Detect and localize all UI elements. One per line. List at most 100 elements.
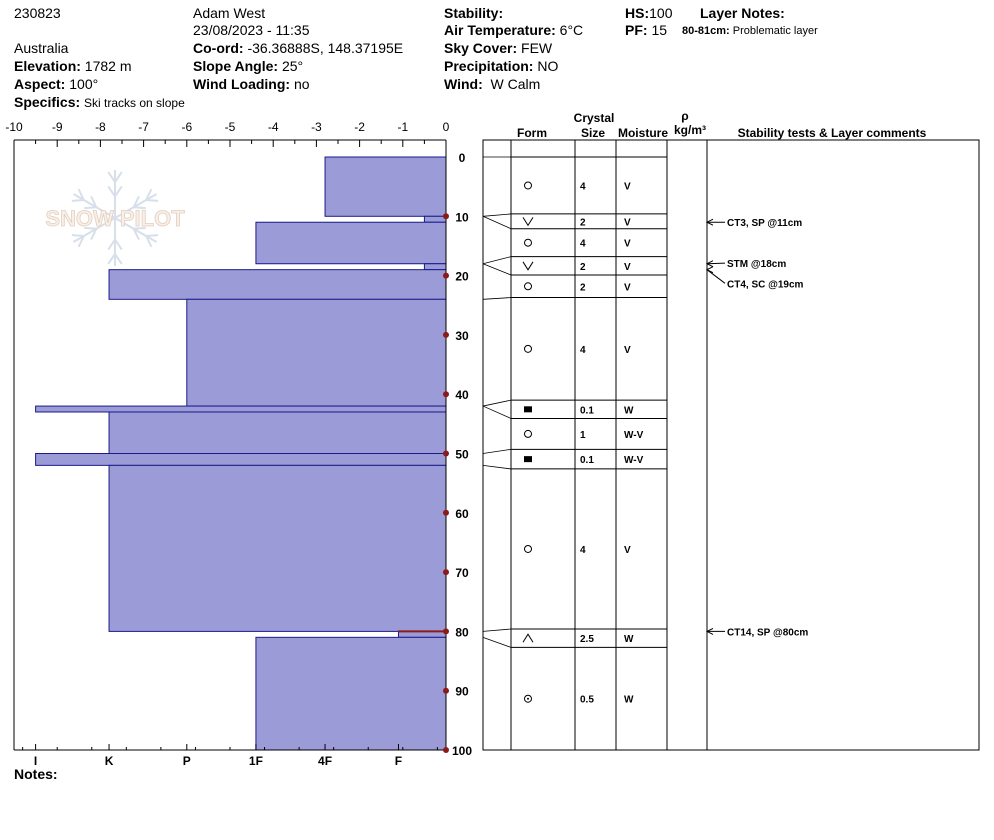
moisture-value: V [624,217,631,228]
snowflake-branch [77,235,85,248]
bottom-tick-label: 1F [249,754,263,768]
crystal-size: 1 [580,430,586,441]
depth-marker [443,687,449,694]
table-header-form: Form [517,126,547,140]
country: Australia [14,40,69,56]
specifics: Specifics: Ski tracks on slope [14,94,185,110]
form-symbol-rounded [524,282,532,291]
depth-tick-label: 10 [455,210,469,224]
layer-connector [482,464,512,470]
crystal-size: 4 [580,345,586,356]
table-header-comments: Stability tests & Layer comments [738,126,927,140]
notes-label: Notes: [14,766,58,782]
snowflake-arm [114,193,158,219]
layer-connector [482,399,512,407]
top-tick-label: -3 [311,120,322,134]
top-tick-label: -2 [354,120,365,134]
watermark-text: SNOW PILOT [45,206,185,231]
snowflake-branch [77,188,85,201]
hardness-bar [186,298,447,407]
top-tick-label: -5 [225,120,236,134]
depth-marker [443,450,449,457]
top-tick-label: -4 [268,120,279,134]
test-arrow-line [706,269,726,284]
snowflake-branch [133,206,146,210]
crystal-size: 2.5 [580,634,594,645]
form-symbol-surface-hoar [522,261,534,271]
form-symbol-ice [524,406,532,413]
snowflake-branch [114,239,123,251]
bottom-tick-label: 4F [318,754,332,768]
moisture-value: V [624,345,631,356]
depth-tick-label: 50 [455,448,469,462]
moisture-value: W [624,405,634,416]
snowflake-branch [84,226,97,230]
layer-connector [482,263,512,276]
hardness-bar [423,215,447,223]
moisture-value: W [624,695,634,706]
depth-tick-label: 30 [455,329,469,343]
depth-tick-label: 60 [455,507,469,521]
snowflake-branch [145,188,153,201]
form-symbol-depth-hoar [522,633,534,643]
aspect: Aspect: 100° [14,76,99,92]
form-symbol-dot [527,697,529,700]
precipitation: Precipitation: NO [444,58,559,74]
crystal-size: 4 [580,239,586,250]
hardness-bar [423,263,447,271]
crystal-size: 0.5 [580,695,594,706]
moisture-value: W [624,634,634,645]
hardness-bar [324,156,447,217]
layer-connector [482,297,512,300]
crystal-size: 0.1 [580,455,594,466]
snowflake-branch [84,206,97,210]
depth-tick-label: 90 [455,685,469,699]
snowflake-branch [107,171,116,183]
snowflake-branch [114,185,123,197]
top-tick-label: -1 [397,120,408,134]
top-tick-label: -7 [138,120,149,134]
crystal-size: 4 [580,545,586,556]
top-tick-label: -6 [181,120,192,134]
observation-datetime: 23/08/2023 - 11:35 [193,22,310,38]
pit-id: 230823 [14,5,61,21]
slope-angle: Slope Angle: 25° [193,58,304,74]
moisture-value: V [624,545,631,556]
layer-connector [482,636,512,648]
snowflake-branch [90,195,98,208]
form-symbol-surface-hoar [522,217,534,227]
depth-tick-label: 70 [455,566,469,580]
depth-marker [443,569,449,576]
moisture-value: V [624,239,631,250]
table-header-density_unit: kg/m³ [674,123,706,137]
depth-marker [443,747,449,753]
snowflake-icon [71,170,159,266]
crystal-size: 0.1 [580,405,594,416]
depth-tick-label: 100 [452,744,472,758]
layer-connector [482,256,512,265]
elevation: Elevation: 1782 m [14,58,132,74]
moisture-value: V [624,181,631,192]
form-symbol-rounded [524,238,532,247]
snowflake-branch [132,228,140,241]
snowflake-arm [72,217,116,243]
depth-tick-label: 40 [455,388,469,402]
test-arrow-head [705,260,714,268]
depth-marker [443,272,449,279]
table-header-moisture: Moisture [618,126,668,140]
test-arrow-line [706,262,726,265]
hardness-bar [108,464,447,632]
top-tick-label: -10 [5,120,23,134]
hardness-bar [35,453,447,466]
form-symbol-rounded [524,344,532,353]
stability-test-label: CT4, SC @19cm [727,279,804,290]
crystal-size: 4 [580,181,586,192]
hardness-bar [108,269,447,300]
hardness-bar [255,636,447,751]
snowflake-branch [146,199,159,202]
sky-cover: Sky Cover: FEW [444,40,553,56]
stability-test-label: CT3, SP @11cm [727,218,802,229]
snowflake-branch [71,199,84,202]
snowflake-branch [107,239,116,251]
